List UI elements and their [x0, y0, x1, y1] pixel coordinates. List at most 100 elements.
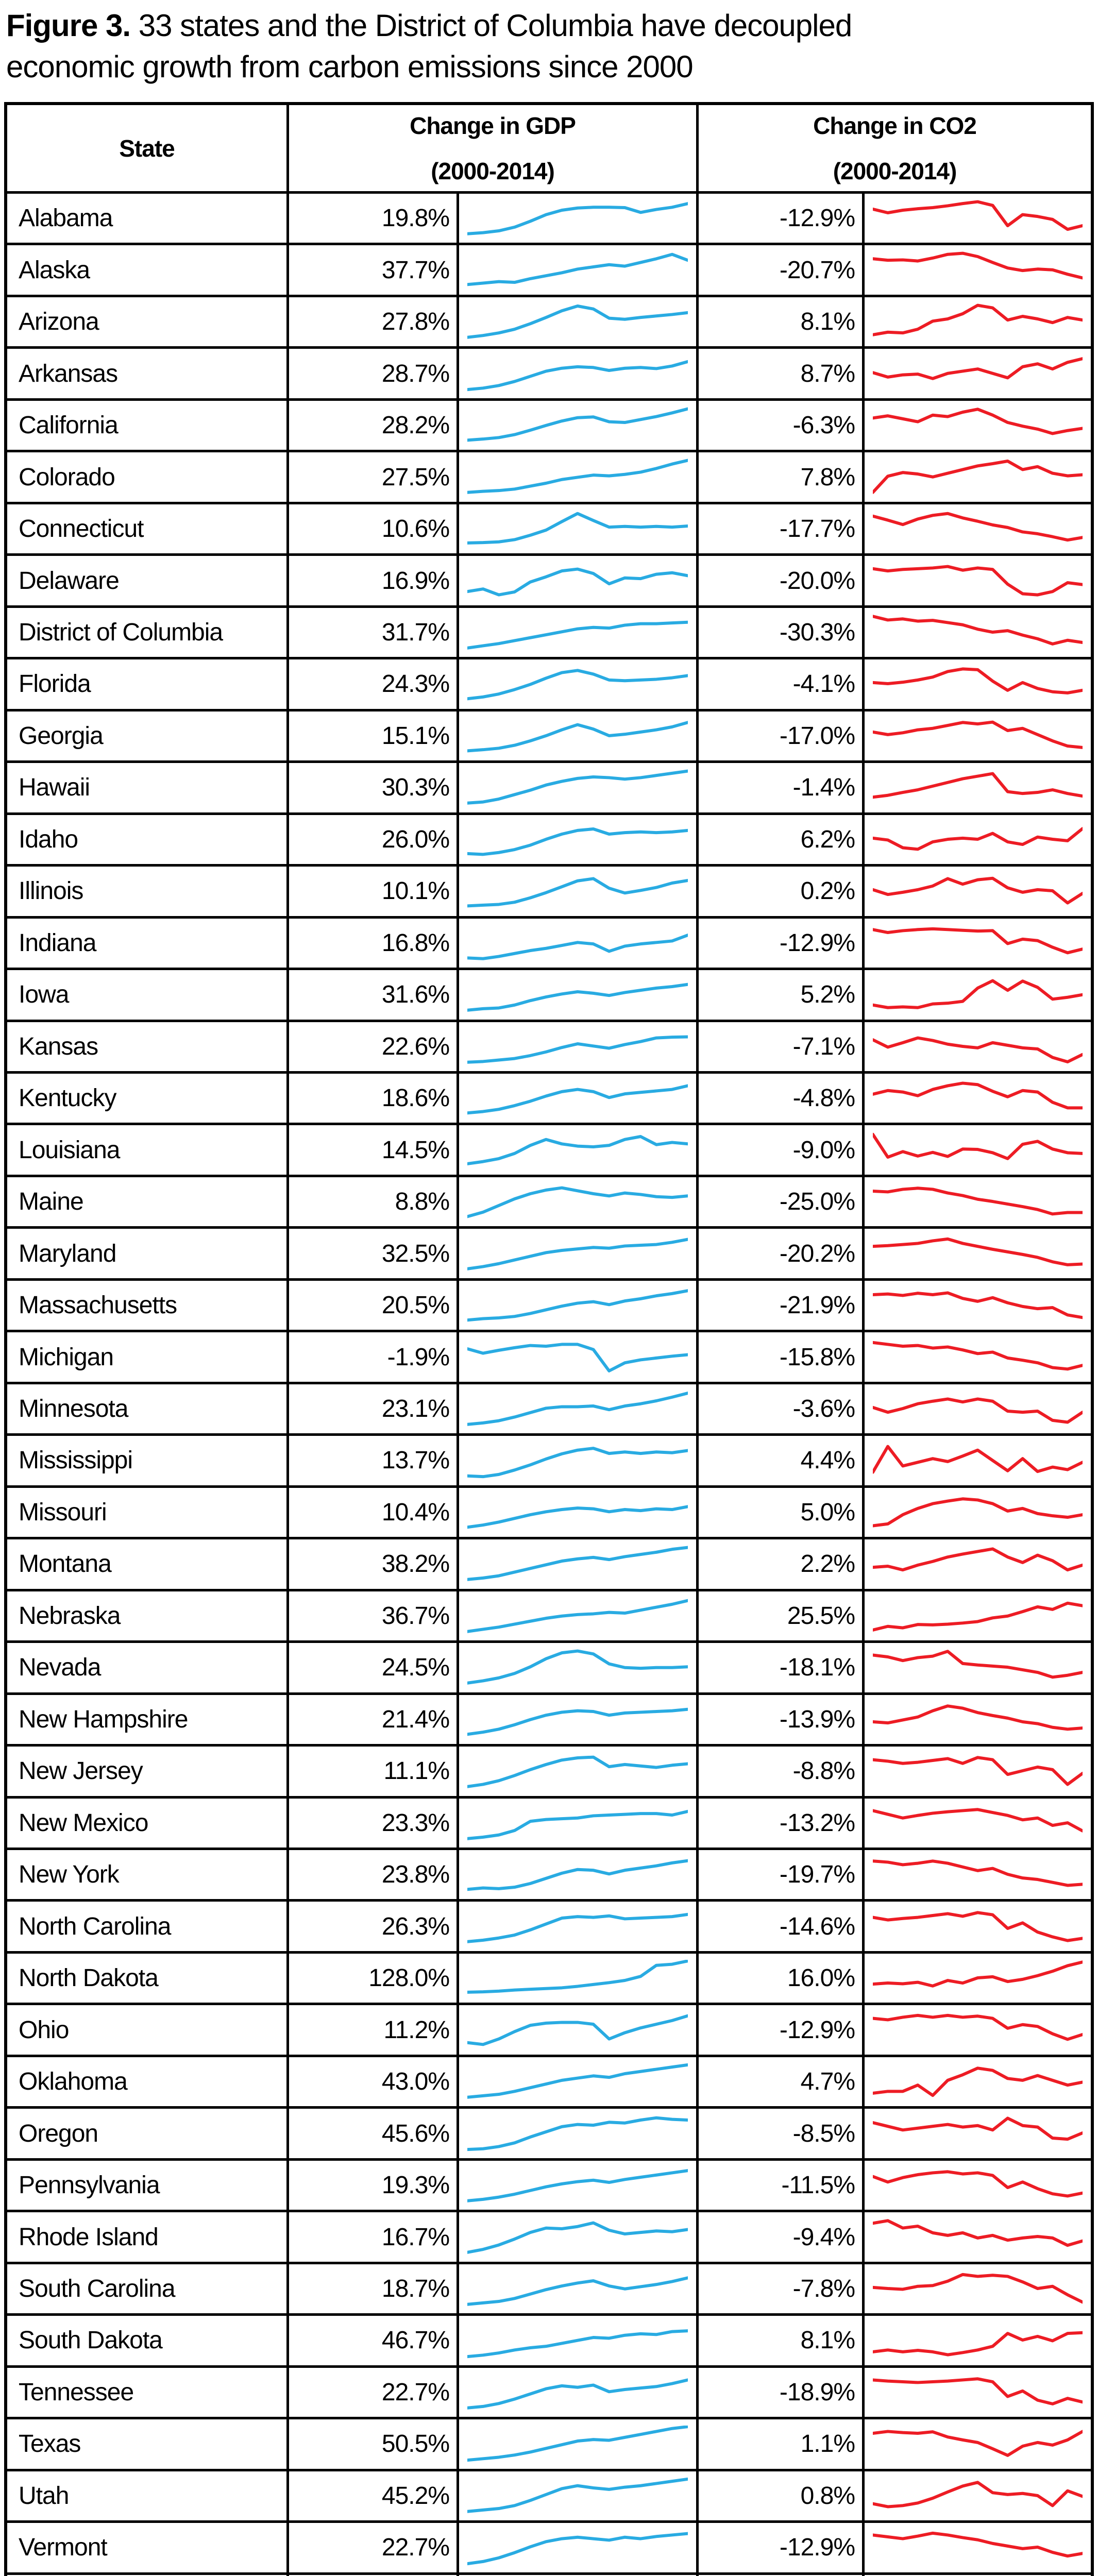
co2-change-value: -7.8%: [696, 2264, 862, 2314]
co2-sparkline-line: [873, 2533, 1083, 2556]
co2-sparkline: [862, 556, 1091, 605]
gdp-sparkline-line: [467, 1961, 688, 1992]
co2-change-value: -6.3%: [696, 400, 862, 450]
co2-sparkline-svg: [873, 2167, 1083, 2204]
co2-change-value: 2.2%: [696, 1539, 862, 1589]
gdp-sparkline: [457, 400, 696, 450]
gdp-sparkline-line: [467, 2479, 688, 2511]
state-name: Louisiana: [19, 1136, 121, 1164]
gdp-sparkline-line: [467, 2427, 688, 2460]
co2-change-value: -13.9%: [696, 1694, 862, 1744]
gdp-sparkline-line: [467, 2118, 688, 2149]
co2-sparkline: [862, 349, 1091, 398]
gdp-sparkline-line: [467, 671, 688, 699]
co2-change-value: 16.0%: [696, 1953, 862, 2003]
gdp-sparkline-svg: [467, 251, 688, 288]
gdp-change-value: 18.6%: [286, 1073, 457, 1123]
gdp-change-value: 18.7%: [286, 2264, 457, 2314]
gdp-sparkline: [457, 659, 696, 709]
co2-sparkline-line: [873, 1706, 1083, 1729]
gdp-sparkline-svg: [467, 821, 688, 858]
table-row: Georgia 15.1% -17.0%: [7, 711, 1091, 764]
state-name: Arkansas: [19, 360, 118, 387]
co2-sparkline-line: [873, 2068, 1083, 2095]
co2-sparkline-svg: [873, 1442, 1083, 1479]
co2-sparkline-svg: [873, 1131, 1083, 1168]
table-row: Utah 45.2% 0.8%: [7, 2471, 1091, 2523]
gdp-sparkline-svg: [467, 2011, 688, 2048]
co2-sparkline: [862, 2316, 1091, 2365]
header-state: State: [7, 105, 286, 191]
co2-sparkline: [862, 1073, 1091, 1123]
co2-sparkline: [862, 2057, 1091, 2107]
co2-sparkline-svg: [873, 459, 1083, 495]
co2-sparkline-line: [873, 1962, 1083, 1986]
gdp-change-value: 37.7%: [286, 245, 457, 295]
table-row: Nebraska 36.7% 25.5%: [7, 1591, 1091, 1643]
co2-sparkline-svg: [873, 2115, 1083, 2151]
gdp-change-value: 8.8%: [286, 1177, 457, 1227]
co2-sparkline: [862, 1229, 1091, 1278]
co2-change-value: -9.4%: [696, 2212, 862, 2262]
state-name: Nebraska: [19, 1602, 121, 1630]
co2-sparkline-line: [873, 1038, 1083, 1061]
gdp-sparkline-svg: [467, 1235, 688, 1272]
state-name: Rhode Island: [19, 2223, 159, 2251]
gdp-sparkline-svg: [467, 718, 688, 754]
table-row: New York 23.8% -19.7%: [7, 1850, 1091, 1902]
gdp-sparkline-line: [467, 1651, 688, 1683]
gdp-sparkline: [457, 1694, 696, 1744]
figure-title-line2: economic growth from carbon emissions si…: [6, 49, 694, 84]
gdp-sparkline: [457, 1487, 696, 1537]
co2-sparkline-line: [873, 1239, 1083, 1265]
gdp-sparkline-line: [467, 1861, 688, 1890]
gdp-change-value: 15.1%: [286, 711, 457, 761]
state-name: Connecticut: [19, 515, 144, 543]
gdp-sparkline-svg: [467, 1805, 688, 1841]
table-row: Michigan -1.9% -15.8%: [7, 1332, 1091, 1384]
co2-sparkline-svg: [873, 1028, 1083, 1065]
co2-change-value: -12.9%: [696, 194, 862, 243]
co2-sparkline: [862, 970, 1091, 1020]
gdp-sparkline-svg: [467, 2374, 688, 2411]
state-name: Montana: [19, 1550, 112, 1578]
gdp-sparkline: [457, 1229, 696, 1278]
gdp-change-value: 45.6%: [286, 2109, 457, 2158]
co2-change-value: -20.0%: [696, 556, 862, 605]
state-name: New York: [19, 1861, 120, 1889]
gdp-sparkline-svg: [467, 769, 688, 806]
gdp-sparkline-svg: [467, 1546, 688, 1582]
state-name: Tennessee: [19, 2378, 134, 2406]
co2-sparkline-line: [873, 1757, 1083, 1784]
gdp-sparkline-line: [467, 2534, 688, 2564]
co2-sparkline-svg: [873, 1546, 1083, 1582]
co2-change-value: -1.4%: [696, 763, 862, 812]
gdp-change-value: 22.7%: [286, 2523, 457, 2572]
gdp-sparkline: [457, 1280, 696, 1330]
co2-sparkline-svg: [873, 614, 1083, 651]
state-name: Florida: [19, 670, 91, 698]
state-name: Maryland: [19, 1240, 116, 1267]
state-name: Illinois: [19, 877, 83, 905]
figure-title-line1: 33 states and the District of Columbia h…: [130, 8, 853, 43]
gdp-sparkline-line: [467, 569, 688, 595]
co2-sparkline: [862, 1436, 1091, 1485]
table-row: Texas 50.5% 1.1%: [7, 2419, 1091, 2471]
gdp-sparkline-line: [467, 829, 688, 854]
co2-change-value: -8.8%: [696, 1747, 862, 1796]
gdp-change-value: 128.0%: [286, 1953, 457, 2003]
co2-sparkline: [862, 1384, 1091, 1434]
gdp-sparkline: [457, 297, 696, 347]
gdp-sparkline-line: [467, 1240, 688, 1269]
state-name: Utah: [19, 2482, 69, 2510]
co2-change-value: -21.9%: [696, 1280, 862, 1330]
co2-sparkline: [862, 2523, 1091, 2572]
gdp-sparkline-svg: [467, 1960, 688, 1996]
co2-sparkline-svg: [873, 407, 1083, 444]
co2-sparkline: [862, 297, 1091, 347]
gdp-change-value: 28.2%: [286, 400, 457, 450]
co2-change-value: -8.5%: [696, 2109, 862, 2158]
gdp-change-value: -1.9%: [286, 1332, 457, 1382]
gdp-change-value: 10.4%: [286, 1487, 457, 1537]
co2-sparkline-line: [873, 1603, 1083, 1630]
